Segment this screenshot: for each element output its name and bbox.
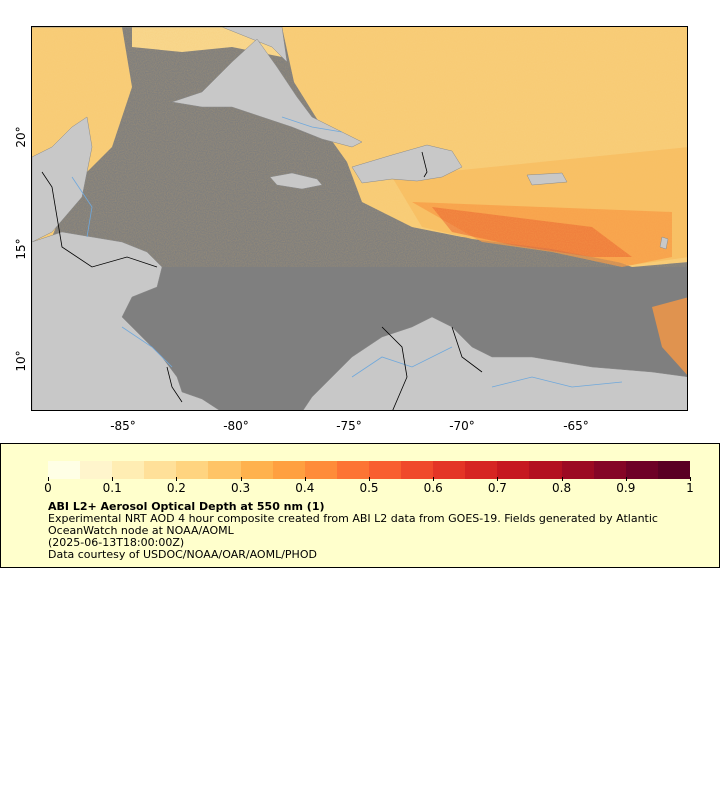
colorbar-tick-label: 0.6 [423, 481, 443, 495]
legend-panel: ABI L2+ Aerosol Optical Depth at 550 nm … [0, 443, 720, 568]
colorbar [48, 461, 690, 479]
colorbar-tickmark [112, 477, 114, 481]
colorbar-swatch [368, 461, 402, 479]
colorbar-tickmark [690, 477, 691, 481]
colorbar-tick-label: 0.4 [295, 481, 315, 495]
colorbar-swatch [336, 461, 369, 479]
map-plot-area[interactable] [31, 26, 688, 411]
y-tick-label-20: 20° [14, 126, 28, 148]
land [32, 27, 687, 410]
colorbar-tick-label: 0.3 [231, 481, 251, 495]
colorbar-swatch [272, 461, 305, 479]
colorbar-tickmark [48, 477, 49, 481]
aerosol-field [32, 27, 687, 375]
colorbar-tick-label: 0.8 [552, 481, 572, 495]
rivers [71, 116, 623, 388]
colorbar-tick-label: 0.7 [487, 481, 507, 495]
colorbar-tickmark [369, 477, 370, 481]
x-tick-label-65: -65° [563, 419, 589, 433]
colorbar-swatch [625, 461, 658, 479]
colorbar-swatch [529, 461, 562, 479]
colorbar-swatch [657, 461, 690, 479]
colorbar-swatch [176, 461, 209, 479]
x-tick-label-70: -70° [449, 419, 475, 433]
colorbar-swatch [561, 461, 594, 479]
map-figure: 20° 15° 10° -85° -80° -75° -70° -65° [14, 26, 688, 433]
colorbar-tickmark [176, 477, 178, 481]
colorbar-tick-label: 1 [686, 481, 694, 495]
colorbar-tick-label: 0.2 [166, 481, 186, 495]
colorbar-tickmark [433, 477, 435, 481]
colorbar-swatch [144, 461, 177, 479]
legend-time: (2025-06-13T18:00:00Z) [48, 536, 185, 549]
colorbar-swatch [48, 461, 81, 479]
legend-title: ABI L2+ Aerosol Optical Depth at 550 nm … [48, 500, 325, 513]
legend-description: Experimental NRT AOD 4 hour composite cr… [48, 512, 658, 537]
colorbar-tick-label: 0.1 [102, 481, 122, 495]
colorbar-swatch [80, 461, 113, 479]
colorbar-swatch [240, 461, 273, 479]
colorbar-swatch [465, 461, 498, 479]
x-tick-label-75: -75° [336, 419, 362, 433]
colorbar-tickmark [561, 477, 563, 481]
colorbar-tick-label: 0 [44, 481, 52, 495]
colorbar-swatch [112, 461, 145, 479]
y-tick-label-10: 10° [14, 350, 28, 372]
map-canvas [32, 27, 687, 410]
borders [41, 151, 483, 410]
colorbar-swatch [497, 461, 530, 479]
legend-credit: Data courtesy of USDOC/NOAA/OAR/AOML/PHO… [48, 548, 317, 561]
colorbar-swatch [208, 461, 241, 479]
colorbar-tickmark [304, 477, 306, 481]
colorbar-tick-label: 0.5 [359, 481, 379, 495]
y-tick-label-15: 15° [14, 238, 28, 260]
x-tick-label-85: -85° [110, 419, 136, 433]
colorbar-tickmark [240, 477, 242, 481]
colorbar-tick-label: 0.9 [616, 481, 636, 495]
legend-text: ABI L2+ Aerosol Optical Depth at 550 nm … [48, 501, 708, 561]
colorbar-swatch [401, 461, 434, 479]
colorbar-tickmark [625, 477, 627, 481]
colorbar-tickmark [497, 477, 499, 481]
colorbar-swatch [304, 461, 337, 479]
x-tick-label-80: -80° [223, 419, 249, 433]
colorbar-swatch [433, 461, 466, 479]
colorbar-swatch [593, 461, 626, 479]
